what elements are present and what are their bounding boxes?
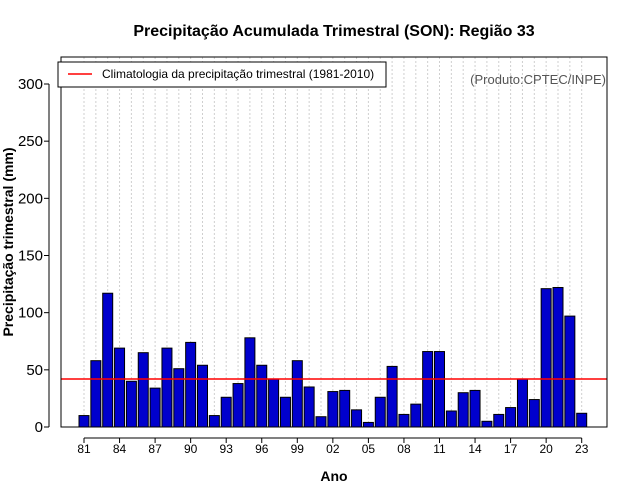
x-tick-label: 05 — [362, 442, 376, 456]
x-axis-title: Ano — [320, 468, 347, 484]
bar-2020 — [540, 288, 552, 428]
bar-2002 — [327, 391, 339, 428]
y-axis: 0 50 100 150 200 250 300 — [18, 76, 50, 436]
grid-lines — [83, 57, 583, 427]
bar-1981 — [78, 415, 90, 428]
x-tick-label: 99 — [291, 442, 305, 456]
credit-text: (Produto:CPTEC/INPE) — [470, 72, 606, 87]
x-tick-label: 17 — [504, 442, 518, 456]
x-tick-label: 11 — [433, 442, 446, 456]
bar-2005 — [362, 421, 374, 428]
y-tick-label: 50 — [26, 362, 43, 379]
bar-2011 — [434, 351, 445, 428]
bar-1989 — [173, 368, 185, 428]
bar-2007 — [386, 365, 398, 428]
y-tick-label: 0 — [35, 419, 43, 436]
y-tick-label: 100 — [18, 305, 43, 322]
bar-2012 — [445, 410, 457, 428]
bar-1985 — [125, 380, 137, 428]
legend-label: Climatologia da precipitação trimestral … — [102, 67, 374, 81]
y-tick-label: 300 — [18, 76, 43, 93]
bar-1994 — [232, 383, 244, 428]
bar-1997 — [268, 378, 280, 428]
bar-2010 — [422, 351, 434, 428]
bar-2023 — [576, 412, 588, 428]
bar-2022 — [564, 315, 576, 428]
y-tick-label: 150 — [18, 248, 43, 265]
x-tick-label: 14 — [468, 442, 482, 456]
x-tick-label: 02 — [326, 442, 340, 456]
bar-2006 — [374, 396, 386, 428]
bar-2017 — [505, 407, 517, 428]
bar-1984 — [114, 347, 126, 428]
x-tick-label: 87 — [148, 442, 162, 456]
plot-frame — [60, 56, 608, 428]
x-tick-label: 84 — [113, 442, 127, 456]
bar-2001 — [315, 416, 327, 428]
bar-1995 — [244, 337, 256, 428]
bar-1983 — [102, 292, 114, 428]
bar-1990 — [185, 341, 197, 428]
bar-2000 — [303, 386, 315, 428]
bar-1999 — [291, 360, 303, 428]
y-tick-label: 250 — [18, 133, 43, 150]
bar-2015 — [481, 420, 493, 428]
bar-2014 — [469, 389, 481, 428]
bar-2013 — [457, 392, 469, 428]
bar-1996 — [256, 364, 268, 428]
bar-1987 — [149, 387, 161, 428]
bar-1998 — [279, 396, 291, 428]
x-tick-label: 90 — [184, 442, 198, 456]
bar-2018 — [516, 378, 528, 428]
legend-box — [57, 61, 387, 88]
bar-1993 — [220, 396, 232, 428]
x-tick-label: 08 — [397, 442, 411, 456]
x-tick-label: 81 — [77, 442, 91, 456]
bar-1992 — [208, 415, 220, 428]
x-tick-label: 96 — [255, 442, 269, 456]
bar-1991 — [197, 364, 208, 428]
bar-2003 — [339, 389, 351, 428]
y-tick-label: 200 — [18, 190, 43, 207]
bar-2004 — [351, 409, 363, 428]
x-tick-label: 20 — [539, 442, 553, 456]
bar-1986 — [137, 352, 149, 428]
bar-2008 — [398, 413, 410, 428]
x-tick-label: 93 — [220, 442, 234, 456]
bar-1982 — [90, 360, 102, 428]
bar-2021 — [552, 287, 564, 428]
bar-2016 — [493, 413, 505, 428]
bar-1988 — [161, 347, 173, 428]
bar-2019 — [528, 399, 540, 428]
legend: Climatologia da precipitação trimestral … — [57, 61, 387, 88]
chart-title: Precipitação Acumulada Trimestral (SON):… — [133, 23, 534, 40]
x-axis: 81 84 87 90 93 96 99 02 05 08 11 14 17 20 23 — [77, 437, 589, 456]
y-axis-title: Precipitação trimestral (mm) — [0, 147, 16, 336]
bar-2009 — [410, 403, 422, 428]
x-tick-label: 23 — [575, 442, 589, 456]
